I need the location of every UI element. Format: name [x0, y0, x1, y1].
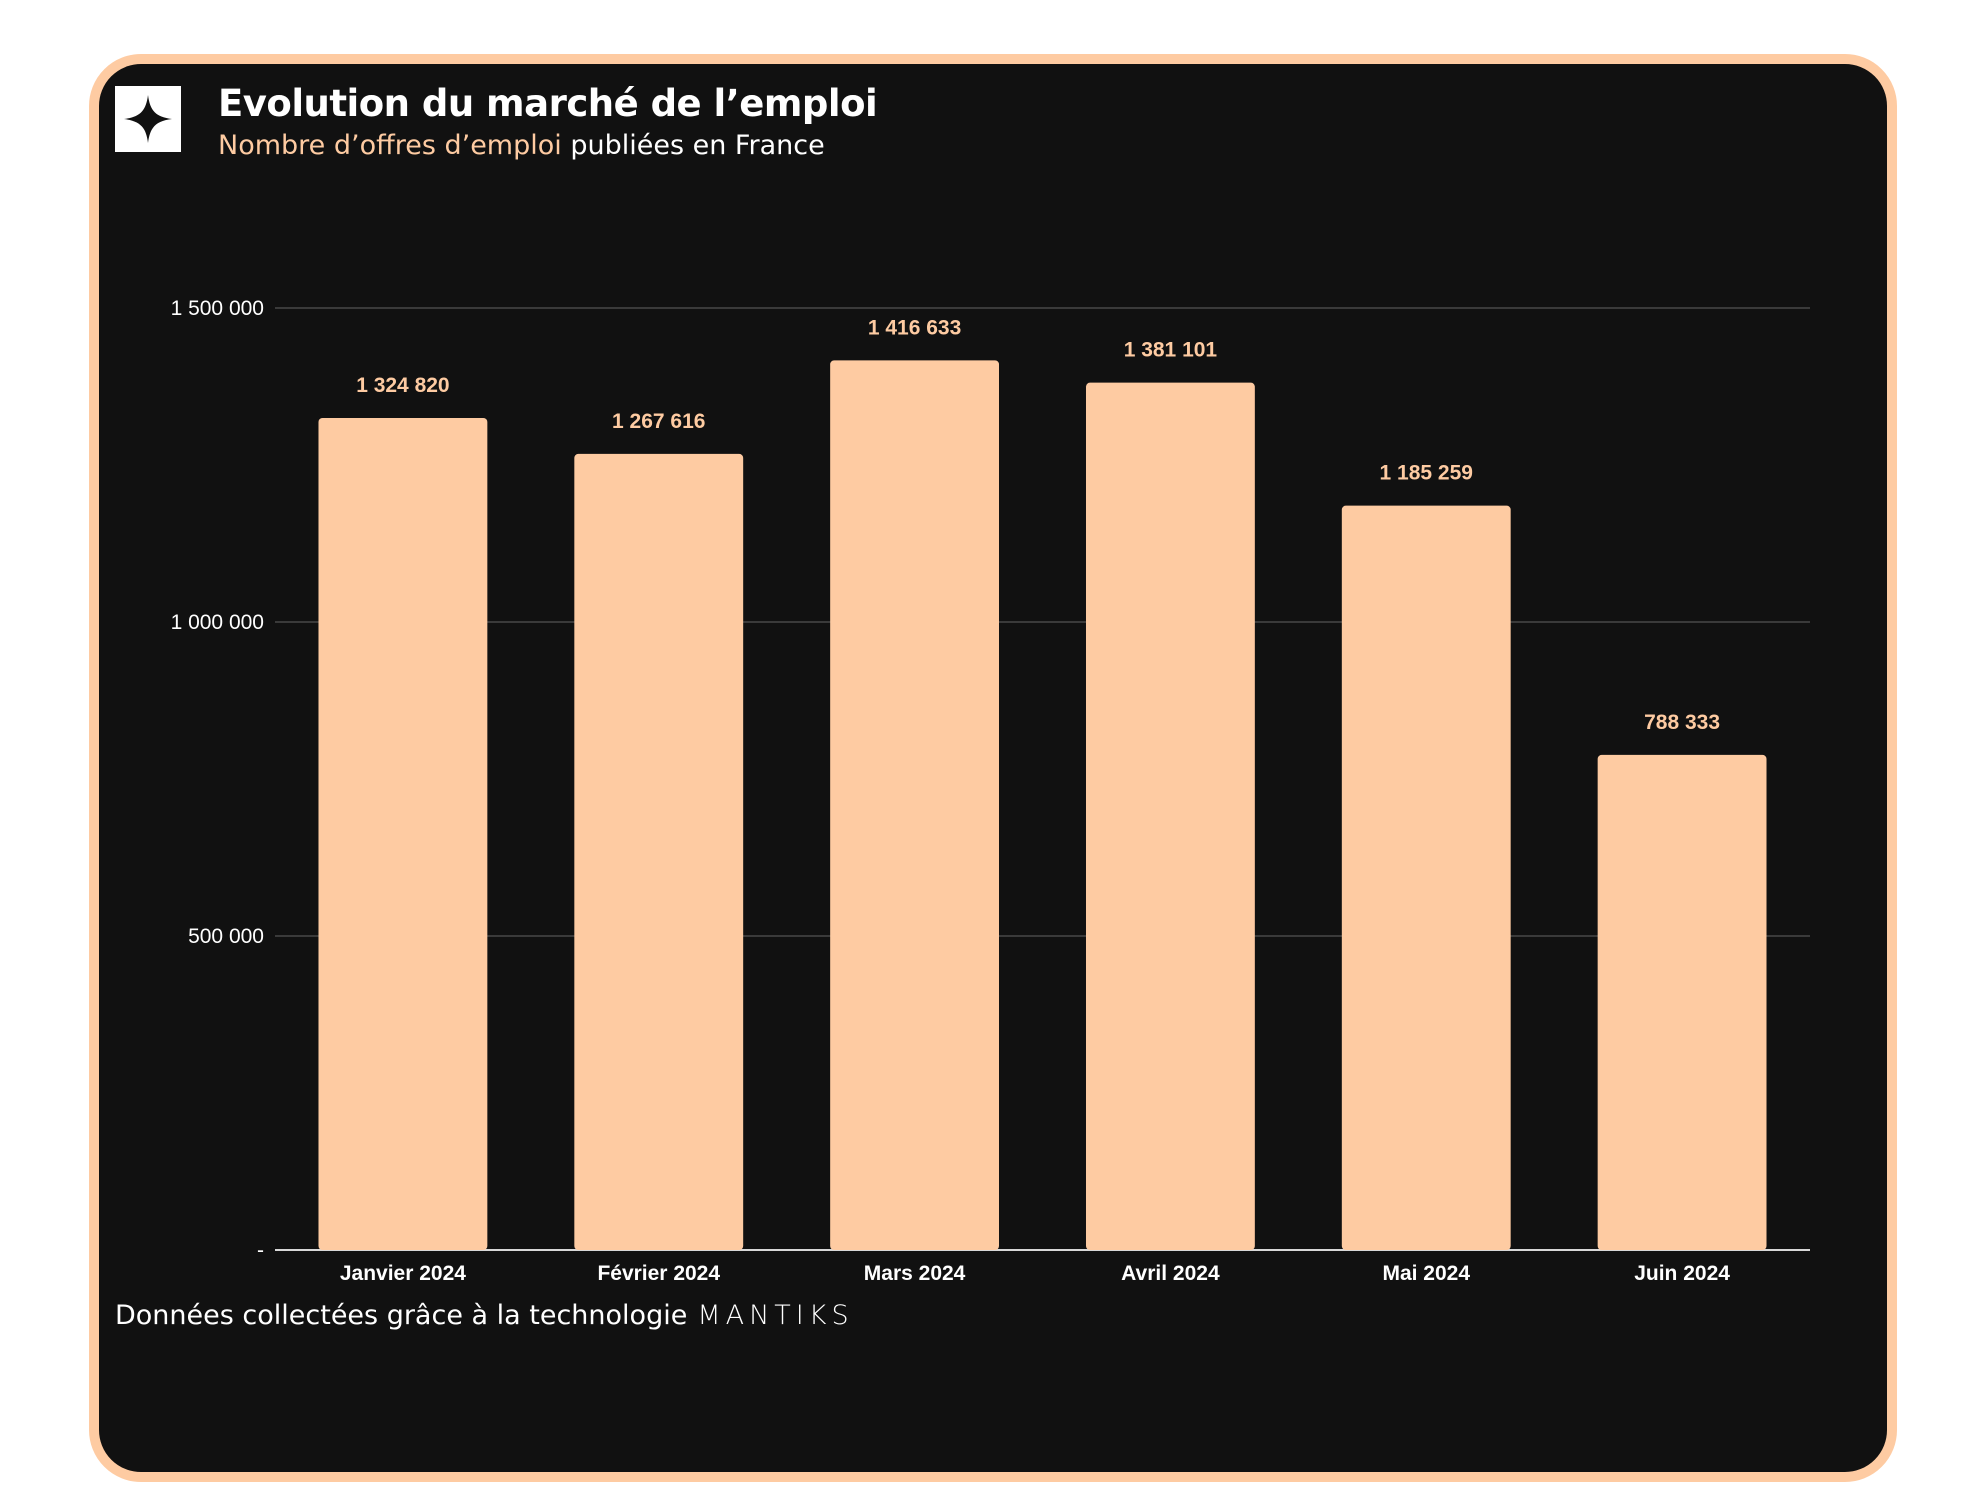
- y-tick-label: -: [257, 1239, 264, 1262]
- brand-logo: MANTIKS: [697, 1300, 854, 1331]
- data-label: 1 185 259: [1380, 462, 1473, 485]
- footer: Données collectées grâce à la technologi…: [115, 1300, 854, 1331]
- data-label: 1 416 633: [868, 316, 961, 339]
- bar: [1085, 382, 1255, 1250]
- data-label: 1 324 820: [356, 374, 449, 397]
- sparkle-logo: [115, 86, 181, 152]
- y-tick-label: 1 000 000: [171, 611, 264, 634]
- subtitle-highlight: Nombre d’offres d’emploi: [218, 130, 562, 161]
- bar: [1597, 754, 1767, 1250]
- y-tick-label: 1 500 000: [171, 297, 264, 320]
- bar: [830, 360, 1000, 1250]
- x-tick-label: Janvier 2024: [340, 1262, 466, 1285]
- bar: [574, 453, 744, 1251]
- subtitle-rest: publiées en France: [561, 130, 825, 161]
- chart-subtitle: Nombre d’offres d’emploi publiées en Fra…: [218, 130, 825, 161]
- x-tick-label: Mai 2024: [1382, 1262, 1470, 1285]
- sparkle-icon: [124, 95, 172, 143]
- chart-title: Evolution du marché de l’emploi: [218, 82, 878, 125]
- data-label: 788 333: [1644, 711, 1720, 734]
- x-tick-label: Avril 2024: [1121, 1262, 1220, 1285]
- data-label: 1 267 616: [612, 410, 705, 433]
- x-tick-label: Juin 2024: [1634, 1262, 1730, 1285]
- y-tick-label: 500 000: [188, 925, 264, 948]
- bar: [318, 418, 488, 1250]
- x-tick-label: Février 2024: [597, 1262, 720, 1285]
- data-label: 1 381 101: [1124, 339, 1218, 362]
- x-tick-label: Mars 2024: [864, 1262, 966, 1285]
- bar: [1341, 505, 1511, 1250]
- footer-text: Données collectées grâce à la technologi…: [115, 1300, 688, 1331]
